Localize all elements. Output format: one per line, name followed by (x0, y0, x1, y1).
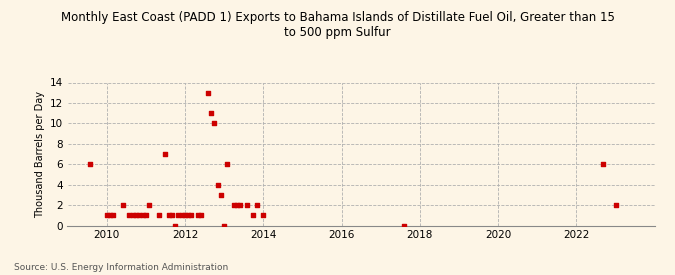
Point (610, 203, 621, 207)
Point (206, 111, 217, 115)
Point (137, 213, 148, 218)
Point (101, 213, 112, 218)
Point (117, 203, 128, 207)
Point (202, 90, 213, 95)
Point (242, 203, 252, 207)
Point (597, 162, 608, 166)
Point (85, 162, 96, 166)
Point (167, 213, 178, 218)
Point (169, 223, 180, 228)
Point (183, 213, 194, 218)
Point (176, 213, 187, 218)
Point (130, 213, 141, 218)
Point (140, 213, 151, 218)
Point (219, 223, 230, 228)
Point (128, 213, 138, 218)
Y-axis label: Thousand Barrels per Day: Thousand Barrels per Day (35, 90, 45, 218)
Point (186, 213, 197, 218)
Point (209, 121, 219, 126)
Point (192, 213, 203, 218)
Point (248, 213, 259, 218)
Point (153, 213, 164, 218)
Point (108, 213, 119, 218)
Point (124, 213, 135, 218)
Point (134, 213, 144, 218)
Point (232, 203, 242, 207)
Point (212, 182, 223, 187)
Point (144, 203, 155, 207)
Point (258, 213, 269, 218)
Point (235, 203, 246, 207)
Point (228, 203, 239, 207)
Point (398, 223, 409, 228)
Point (215, 193, 226, 197)
Point (180, 213, 190, 218)
Point (173, 213, 184, 218)
Point (251, 203, 262, 207)
Point (163, 213, 174, 218)
Point (222, 162, 233, 166)
Text: Source: U.S. Energy Information Administration: Source: U.S. Energy Information Administ… (14, 263, 227, 272)
Point (105, 213, 115, 218)
Point (196, 213, 207, 218)
Text: Monthly East Coast (PADD 1) Exports to Bahama Islands of Distillate Fuel Oil, Gr: Monthly East Coast (PADD 1) Exports to B… (61, 11, 614, 39)
Point (160, 152, 171, 156)
